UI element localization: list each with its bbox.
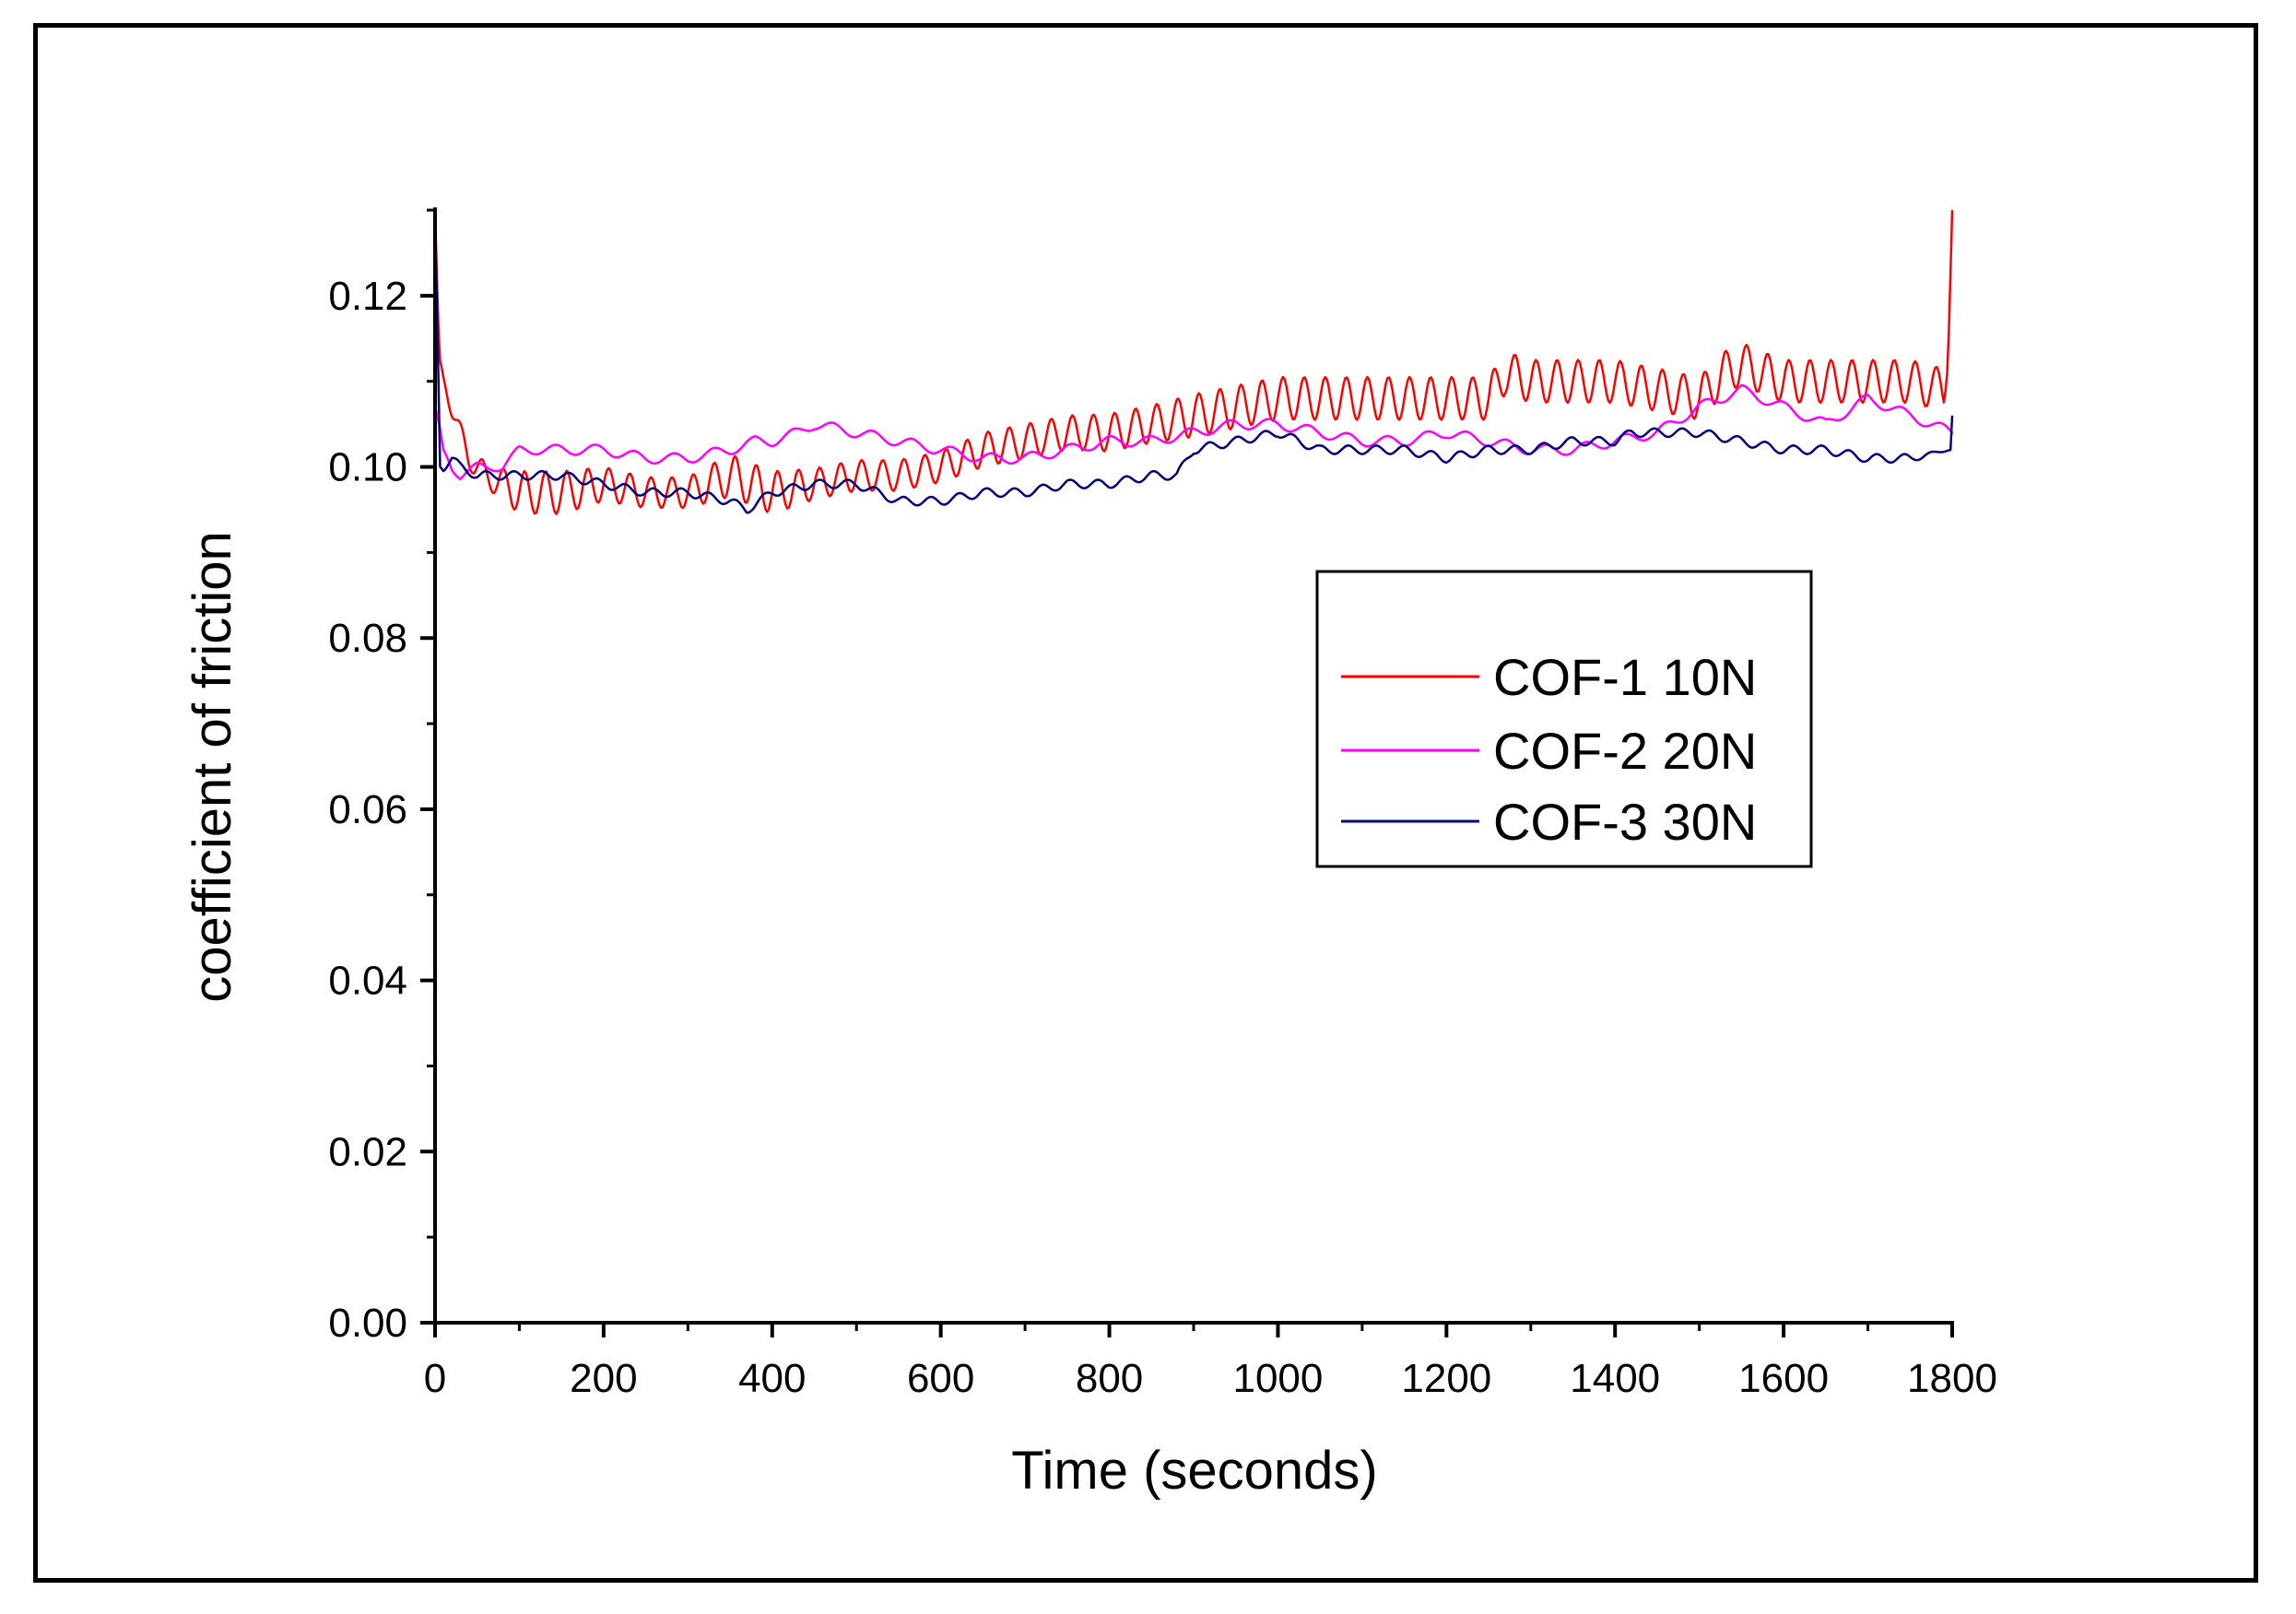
x-tick-label: 1800 (1907, 1356, 1997, 1401)
series-line-3 (433, 209, 1954, 514)
x-tick-label: 800 (1076, 1356, 1143, 1401)
x-tick-label: 1000 (1232, 1356, 1323, 1401)
y-tick-label: 0.10 (328, 445, 407, 490)
x-tick-label: 0 (424, 1356, 446, 1401)
legend-box (1315, 570, 1813, 868)
legend-label: COF-3 30N (1493, 793, 1757, 851)
legend: COF-1 10N COF-2 20N COF-3 30N (1315, 570, 1813, 868)
y-tick-label: 0.00 (328, 1301, 407, 1346)
y-tick-label: 0.06 (328, 787, 407, 832)
legend-label: COF-1 10N (1493, 648, 1757, 706)
x-tick-label: 1200 (1401, 1356, 1491, 1401)
y-axis-label: coefficient of friction (183, 531, 242, 1003)
x-tick-label: 400 (738, 1356, 806, 1401)
x-tick-label: 1600 (1738, 1356, 1829, 1401)
series-line-1 (433, 209, 1954, 515)
y-tick-label: 0.12 (328, 274, 407, 319)
y-tick-label: 0.08 (328, 616, 407, 661)
axes-layer (433, 207, 1954, 1325)
series-layer (433, 209, 1954, 515)
y-tick-label: 0.02 (328, 1129, 407, 1174)
x-tick-label: 1400 (1570, 1356, 1660, 1401)
legend-label: COF-2 20N (1493, 722, 1757, 780)
figure-frame (33, 23, 2258, 1583)
x-tick-label: 200 (570, 1356, 637, 1401)
tick-layer: 0 200 400 600 800 1000 1200 1400 1600 1800 0.00 0.0… (328, 208, 1997, 1401)
x-axis-label: Time (seconds) (1011, 1441, 1378, 1501)
series-line-2 (433, 383, 1954, 480)
x-tick-label: 600 (907, 1356, 974, 1401)
y-tick-label: 0.04 (328, 959, 407, 1004)
